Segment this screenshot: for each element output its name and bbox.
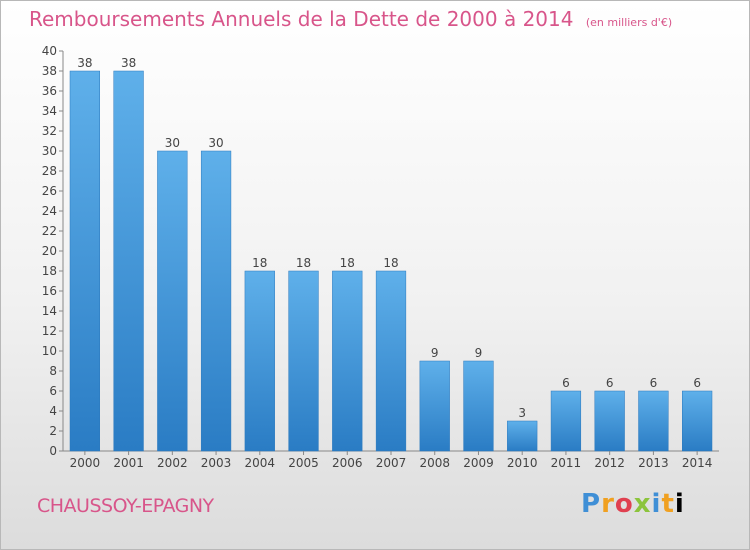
- y-tick-label: 28: [42, 164, 57, 178]
- bar-value-label: 3: [518, 406, 526, 420]
- x-tick-label: 2002: [157, 456, 188, 470]
- bar-value-label: 18: [383, 256, 398, 270]
- x-tick-label: 2009: [463, 456, 494, 470]
- logo-letter: i: [651, 489, 662, 519]
- bar: [550, 390, 582, 452]
- bar: [69, 70, 100, 452]
- x-tick-label: 2007: [376, 456, 407, 470]
- chart-unit-note: (en milliers d'€): [585, 16, 673, 29]
- y-tick-label: 24: [42, 204, 57, 218]
- bar-value-label: 30: [165, 136, 180, 150]
- x-tick-label: 2013: [638, 456, 669, 470]
- bar: [682, 390, 713, 452]
- bar-value-label: 38: [121, 56, 136, 70]
- x-tick-label: 2011: [551, 456, 582, 470]
- y-tick-label: 2: [49, 424, 57, 438]
- bar: [332, 270, 363, 452]
- y-tick-label: 6: [49, 384, 57, 398]
- chart-title: Remboursements Annuels de la Dette de 20…: [29, 7, 672, 31]
- y-tick-label: 38: [42, 64, 57, 78]
- bar-value-label: 38: [77, 56, 92, 70]
- x-tick-label: 2008: [419, 456, 450, 470]
- bar: [200, 150, 232, 452]
- x-tick-label: 2001: [113, 456, 144, 470]
- bar-value-label: 6: [606, 376, 614, 390]
- y-tick-label: 0: [49, 444, 57, 458]
- bar-value-label: 18: [340, 256, 355, 270]
- y-tick-label: 4: [49, 404, 57, 418]
- bar: [594, 390, 625, 452]
- bar: [507, 420, 538, 452]
- city-name: CHAUSSOY-EPAGNY: [37, 495, 214, 517]
- y-tick-label: 14: [42, 304, 57, 318]
- x-tick-label: 2000: [70, 456, 101, 470]
- bar: [375, 270, 407, 452]
- y-tick-label: 34: [42, 104, 57, 118]
- logo-letter: P: [581, 489, 602, 519]
- y-tick-label: 30: [42, 144, 57, 158]
- x-tick-label: 2006: [332, 456, 363, 470]
- y-tick-label: 40: [42, 44, 57, 58]
- chart-title-text: Remboursements Annuels de la Dette de 20…: [29, 7, 574, 31]
- bar: [113, 70, 144, 452]
- bar-value-label: 18: [296, 256, 311, 270]
- x-tick-label: 2004: [245, 456, 276, 470]
- x-tick-label: 2010: [507, 456, 538, 470]
- logo-letter: t: [661, 489, 675, 519]
- y-tick-label: 16: [42, 284, 57, 298]
- x-tick-label: 2005: [288, 456, 319, 470]
- bar-value-label: 6: [650, 376, 658, 390]
- bar: [638, 390, 669, 452]
- y-tick-label: 20: [42, 244, 57, 258]
- bar: [288, 270, 319, 452]
- proxiti-logo: Proxiti: [581, 489, 685, 519]
- bar-value-label: 9: [475, 346, 483, 360]
- y-tick-label: 32: [42, 124, 57, 138]
- logo-letter: i: [674, 489, 685, 519]
- y-tick-label: 22: [42, 224, 57, 238]
- y-tick-label: 36: [42, 84, 57, 98]
- bar-value-label: 6: [693, 376, 701, 390]
- y-tick-label: 26: [42, 184, 57, 198]
- bar-value-label: 30: [208, 136, 223, 150]
- bar: [244, 270, 275, 452]
- logo-letter: o: [614, 489, 634, 519]
- bar: [463, 360, 494, 452]
- bar-value-label: 9: [431, 346, 439, 360]
- x-tick-label: 2014: [682, 456, 713, 470]
- bar-value-label: 6: [562, 376, 570, 390]
- bar-value-label: 18: [252, 256, 267, 270]
- y-tick-label: 8: [49, 364, 57, 378]
- logo-letter: r: [601, 489, 615, 519]
- bar: [419, 360, 450, 452]
- y-tick-label: 12: [42, 324, 57, 338]
- x-tick-label: 2012: [594, 456, 625, 470]
- logo-letter: x: [633, 489, 652, 519]
- y-tick-label: 18: [42, 264, 57, 278]
- y-tick-label: 10: [42, 344, 57, 358]
- x-tick-label: 2003: [201, 456, 232, 470]
- bar: [157, 150, 188, 452]
